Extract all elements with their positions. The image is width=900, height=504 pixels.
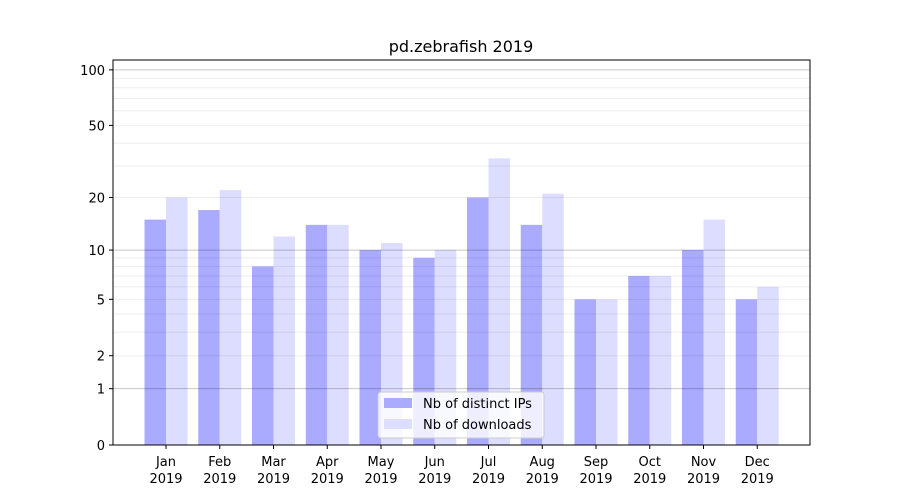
bar-distinct-ips	[520, 224, 543, 445]
bar-downloads	[703, 219, 725, 445]
bar-distinct-ips	[359, 250, 381, 445]
bar-downloads	[273, 236, 295, 445]
x-tick-label: Jun 2019	[418, 455, 451, 487]
bar-downloads	[542, 193, 564, 445]
x-tick-label: Apr 2019	[311, 455, 344, 487]
x-tick-label: Oct 2019	[633, 455, 666, 487]
y-tick-label: 1	[97, 383, 105, 398]
bar-distinct-ips	[305, 224, 328, 445]
y-tick-label: 5	[97, 293, 105, 308]
x-tick-label: Jan 2019	[149, 455, 182, 487]
bar-downloads	[219, 190, 242, 445]
y-tick-label: 100	[80, 64, 105, 79]
y-tick-label: 10	[88, 244, 105, 259]
y-tick-label: 2	[97, 350, 105, 365]
legend: Nb of distinct IPs Nb of downloads	[377, 391, 545, 439]
legend-swatch	[384, 398, 412, 408]
y-tick-label: 20	[88, 192, 105, 207]
bar-distinct-ips	[682, 250, 704, 445]
bar-distinct-ips	[467, 197, 489, 445]
x-tick-label: Sep 2019	[579, 455, 612, 487]
legend-swatch	[384, 419, 412, 429]
bar-downloads	[596, 299, 618, 445]
axes-frame	[112, 59, 811, 446]
legend-label: Nb of distinct IPs	[423, 397, 532, 412]
bar-downloads	[649, 275, 672, 445]
x-tick-label: Dec 2019	[741, 455, 774, 487]
x-tick-label: May 2019	[364, 455, 397, 487]
bar-distinct-ips	[574, 299, 596, 445]
bar-downloads	[757, 286, 779, 445]
x-tick-label: Aug 2019	[526, 455, 559, 487]
x-tick-label: Jul 2019	[472, 455, 505, 487]
y-tick-label: 0	[97, 439, 105, 454]
legend-label: Nb of downloads	[423, 418, 532, 433]
x-tick-label: Feb 2019	[203, 455, 236, 487]
y-tick-label: 50	[88, 119, 105, 134]
bar-distinct-ips	[144, 219, 166, 445]
bar-distinct-ips	[628, 275, 650, 445]
x-tick-label: Mar 2019	[257, 455, 290, 487]
x-tick-label: Nov 2019	[687, 455, 720, 487]
bar-downloads	[327, 224, 349, 445]
bar-distinct-ips	[735, 299, 758, 445]
legend-box	[377, 391, 545, 439]
bar-downloads	[166, 197, 188, 445]
bar-distinct-ips	[198, 210, 220, 445]
bar-downloads	[488, 158, 510, 445]
chart-title: pd.zebrafish 2019	[389, 37, 534, 56]
bar-distinct-ips	[252, 266, 274, 445]
